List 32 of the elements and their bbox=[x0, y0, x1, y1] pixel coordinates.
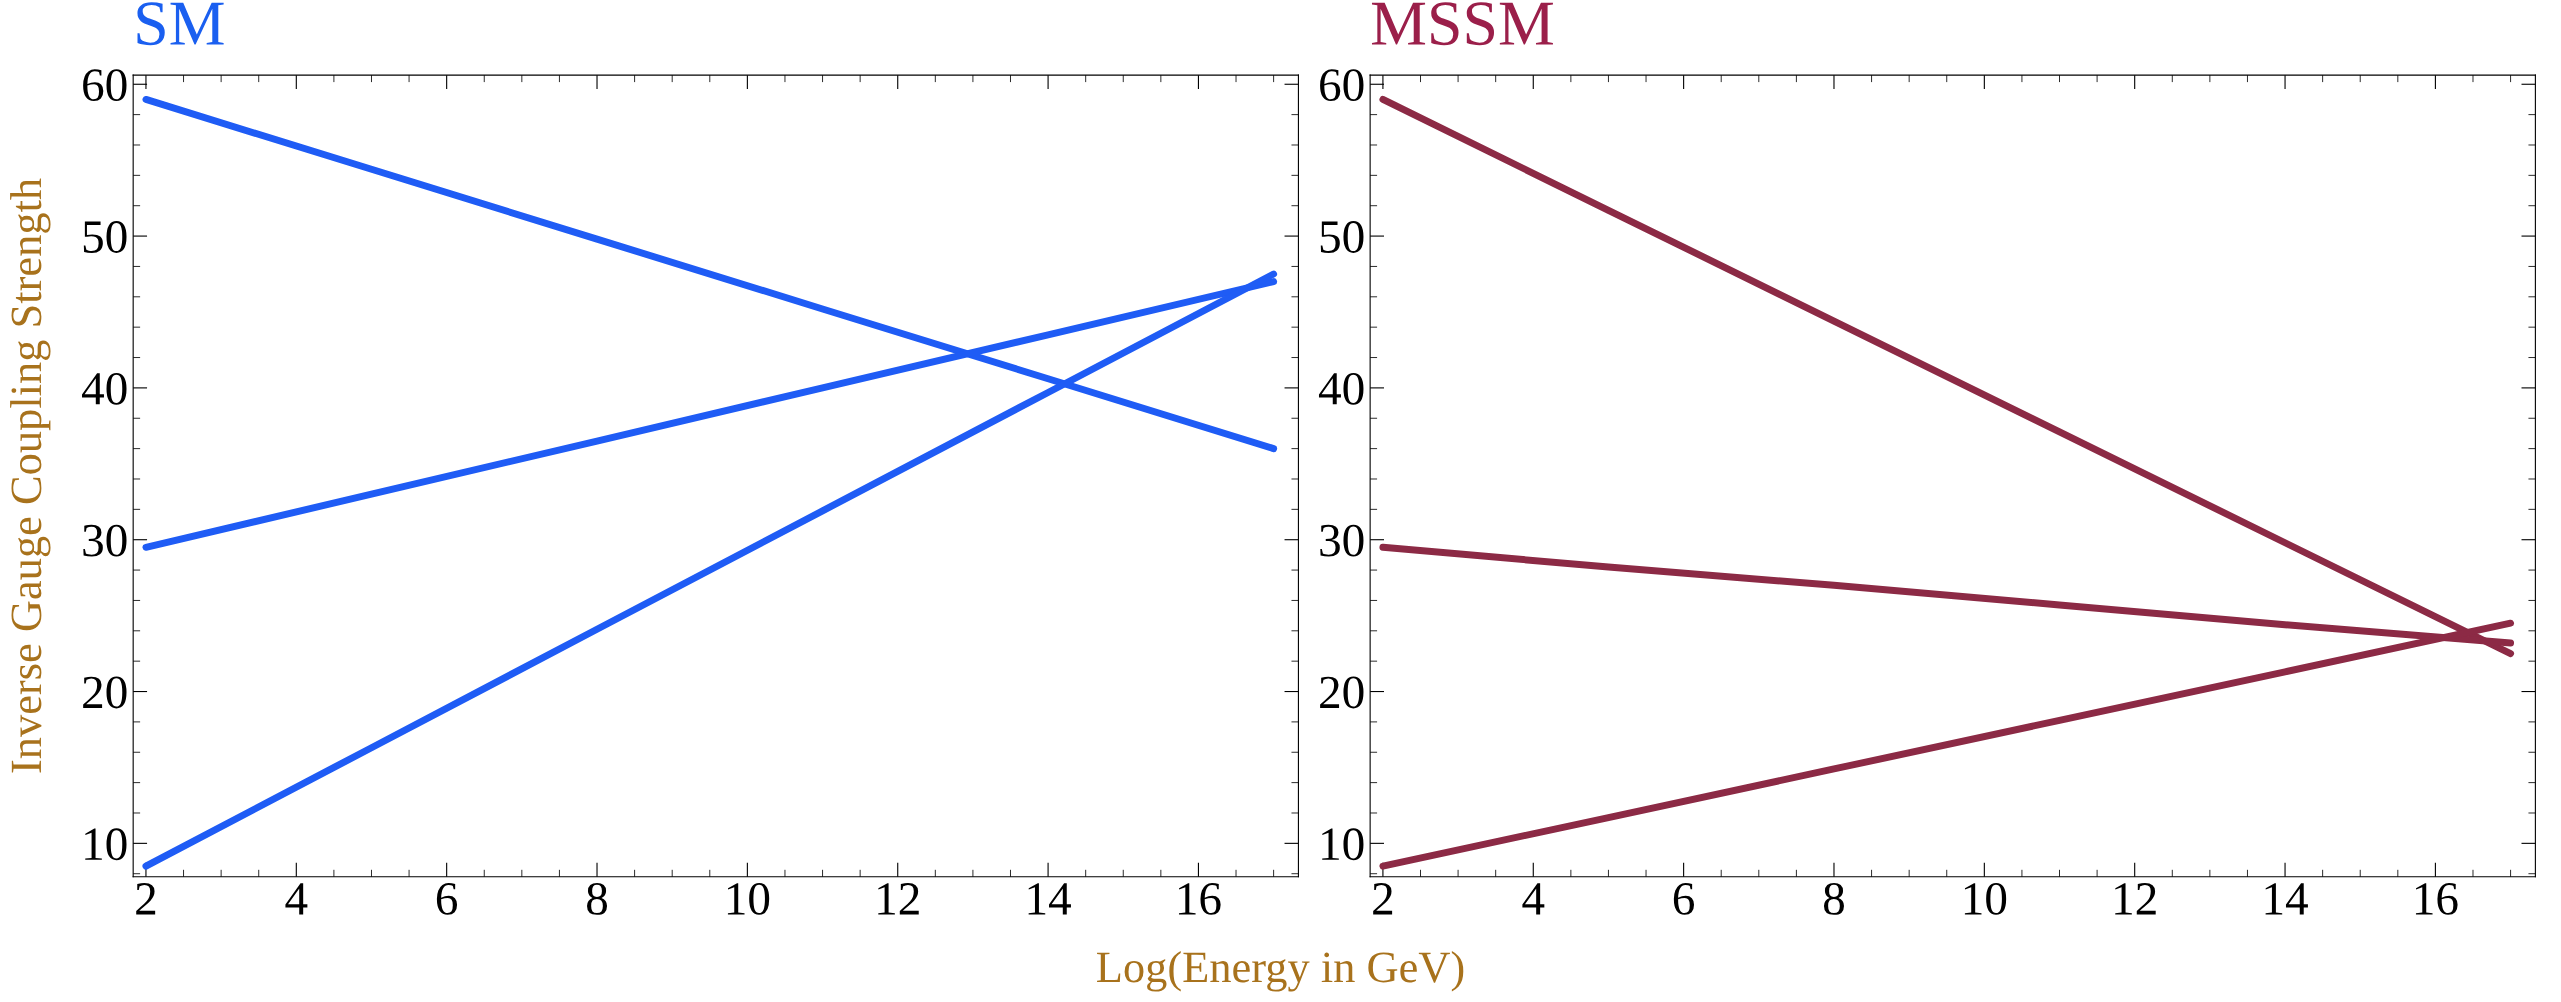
x-tick-label: 2 bbox=[1373, 883, 1393, 915]
x-tick-label: 6 bbox=[436, 883, 458, 915]
x-tick-label: 12 bbox=[2115, 883, 2156, 915]
y-tick-label: 50 bbox=[83, 221, 127, 253]
y-tick-label: 20 bbox=[83, 676, 127, 709]
x-tick-label: 6 bbox=[1673, 883, 1695, 915]
x-tick-label: 8 bbox=[587, 882, 608, 915]
y-tick-label: 40 bbox=[1318, 372, 1364, 405]
y-tick-label: 20 bbox=[1320, 676, 1364, 709]
y-tick-label: 50 bbox=[1320, 221, 1364, 253]
x-tick-label: 10 bbox=[1964, 882, 2007, 915]
x-tick-label: 10 bbox=[727, 882, 770, 915]
y-tick-label: 30 bbox=[1320, 524, 1364, 557]
y-tick-label: 60 bbox=[1320, 69, 1364, 102]
x-tick-label: 16 bbox=[2415, 883, 2458, 915]
y-tick-label: 60 bbox=[83, 69, 127, 102]
x-tick-label: 14 bbox=[1028, 883, 1071, 915]
y-tick-label: 10 bbox=[1322, 828, 1364, 861]
x-tick-label: 14 bbox=[2265, 883, 2308, 915]
x-tick-label: 8 bbox=[1823, 882, 1844, 915]
x-tick-label: 4 bbox=[285, 883, 308, 915]
chart-title: MSSM bbox=[1371, 2, 1553, 46]
x-tick-label: 12 bbox=[878, 883, 919, 915]
y-tick-label: 10 bbox=[85, 828, 127, 861]
x-tick-label: 4 bbox=[1522, 883, 1545, 915]
y-tick-label: 40 bbox=[82, 372, 127, 405]
y-axis-title: Inverse Gauge Coupling Strength bbox=[10, 178, 51, 773]
chart-title: SM bbox=[137, 2, 224, 46]
y-tick-label: 30 bbox=[83, 524, 127, 557]
x-tick-label: 2 bbox=[136, 883, 156, 915]
x-axis-title: Log(Energy in GeV) bbox=[1097, 951, 1464, 992]
x-tick-label: 16 bbox=[1178, 883, 1221, 915]
